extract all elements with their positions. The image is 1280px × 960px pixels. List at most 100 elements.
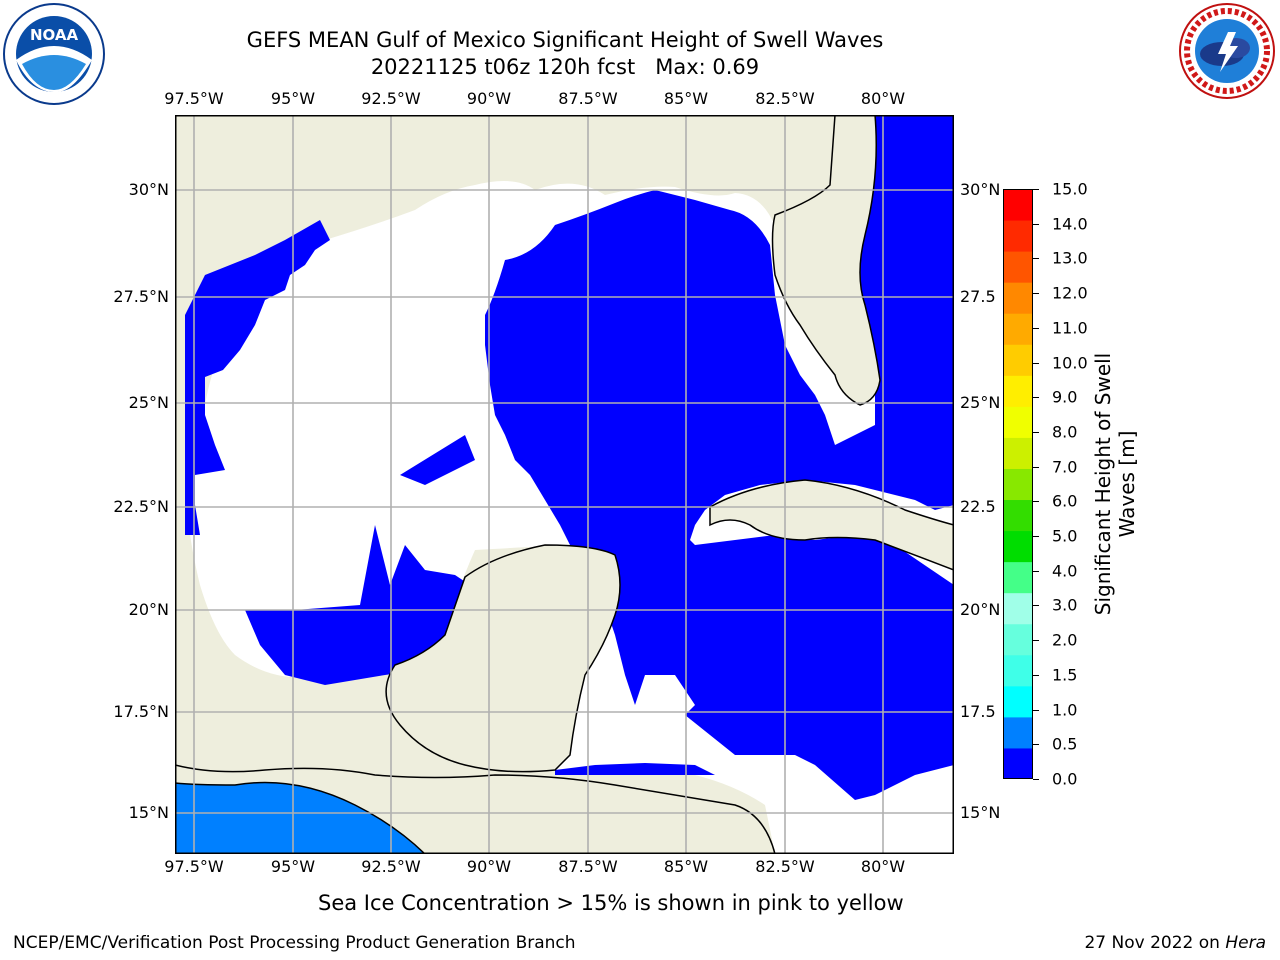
colorbar-tick-mark xyxy=(1033,397,1039,398)
colorbar-tick-label: 3.0 xyxy=(1052,595,1078,615)
swell-region-sw xyxy=(245,525,470,685)
lon-tick-top: 80°W xyxy=(860,89,906,108)
swell-zero-regions xyxy=(185,115,954,800)
lat-tick-left: 27.5°N xyxy=(113,287,169,306)
colorbar-tick-label: 9.0 xyxy=(1052,387,1078,407)
colorbar xyxy=(1003,189,1033,779)
colorbar-segment xyxy=(1003,747,1033,779)
central-america xyxy=(175,764,776,854)
lat-tick-right: 15°N xyxy=(960,803,1001,822)
colorbar-tick-mark xyxy=(1033,328,1039,329)
footer-date-text: 27 Nov 2022 on xyxy=(1084,933,1226,953)
lon-tick-bottom: 97.5°W xyxy=(164,857,224,876)
lon-tick-bottom: 82.5°W xyxy=(755,857,815,876)
colorbar-segment xyxy=(1003,654,1033,687)
colorbar-tick-label: 8.0 xyxy=(1052,422,1078,442)
colorbar-segment xyxy=(1003,530,1033,563)
chart-subtitle: 20221125 t06z 120h fcst Max: 0.69 xyxy=(370,55,760,79)
land-masses xyxy=(175,115,954,854)
colorbar-tick-label: 7.0 xyxy=(1052,457,1078,477)
sea-ice-note: Sea Ice Concentration > 15% is shown in … xyxy=(318,891,904,915)
colorbar-label-line1: Significant Height of Swell xyxy=(1091,352,1115,616)
colorbar-tick-label: 4.0 xyxy=(1052,561,1078,581)
colorbar-tick-mark xyxy=(1033,675,1039,676)
colorbar-tick-mark xyxy=(1033,744,1039,745)
colorbar-tick-mark xyxy=(1033,640,1039,641)
colorbar-segment xyxy=(1003,189,1033,221)
lat-tick-left: 25°N xyxy=(128,393,169,412)
swell-region-west xyxy=(185,220,330,535)
colorbar-segment xyxy=(1003,220,1033,252)
lon-tick-top: 85°W xyxy=(663,89,709,108)
map-frame xyxy=(175,115,954,854)
colorbar-tick-mark xyxy=(1033,501,1039,502)
chart-title: GEFS MEAN Gulf of Mexico Significant Hei… xyxy=(246,28,884,52)
swell-region-atlantic-east xyxy=(875,315,954,415)
colorbar-segment xyxy=(1003,437,1033,469)
colorbar-tick-label: 11.0 xyxy=(1052,318,1088,338)
colorbar-tick-mark xyxy=(1033,467,1039,468)
lat-tick-left: 20°N xyxy=(128,600,169,619)
colorbar-segment xyxy=(1003,716,1033,749)
colorbar-tick-mark xyxy=(1033,571,1039,572)
colorbar-tick-label: 13.0 xyxy=(1052,248,1088,268)
colorbar-tick-label: 15.0 xyxy=(1052,179,1088,199)
colorbar-tick-label: 0.0 xyxy=(1052,769,1078,789)
yucatan-peninsula xyxy=(385,544,621,773)
colorbar-tick-mark xyxy=(1033,432,1039,433)
lat-tick-left: 17.5°N xyxy=(113,702,169,721)
nws-logo xyxy=(1178,2,1276,100)
colorbar-segment xyxy=(1003,344,1033,376)
lon-tick-bottom: 87.5°W xyxy=(558,857,618,876)
colorbar-tick-label: 14.0 xyxy=(1052,214,1088,234)
footer-date: 27 Nov 2022 on Hera xyxy=(1084,933,1266,953)
colorbar-segment xyxy=(1003,406,1033,438)
lat-tick-right: 22.5 xyxy=(960,497,996,516)
colorbar-tick-mark xyxy=(1033,710,1039,711)
lon-tick-bottom: 95°W xyxy=(270,857,316,876)
colorbar-tick-label: 12.0 xyxy=(1052,283,1088,303)
graticule xyxy=(175,115,954,854)
lat-tick-left: 22.5°N xyxy=(113,497,169,516)
lon-tick-top: 97.5°W xyxy=(164,89,224,108)
colorbar-label: Significant Height of Swell Waves [m] xyxy=(1091,353,1139,615)
colorbar-tick-label: 10.0 xyxy=(1052,353,1088,373)
noaa-logo-text: NOAA xyxy=(30,26,79,44)
lon-tick-bottom: 92.5°W xyxy=(361,857,421,876)
lat-tick-left: 15°N xyxy=(128,803,169,822)
colorbar-tick-mark xyxy=(1033,189,1039,190)
colorbar-tick-label: 6.0 xyxy=(1052,491,1078,511)
lon-tick-top: 92.5°W xyxy=(361,89,421,108)
lat-tick-right: 30°N xyxy=(960,180,1001,199)
colorbar-segment xyxy=(1003,561,1033,594)
lat-tick-right: 25°N xyxy=(960,393,1001,412)
colorbar-frame xyxy=(1003,189,1033,779)
lat-tick-right: 27.5 xyxy=(960,287,996,306)
swell-region-east xyxy=(485,115,954,800)
colorbar-tick-mark xyxy=(1033,363,1039,364)
colorbar-segment xyxy=(1003,251,1033,283)
colorbar-segment xyxy=(1003,282,1033,314)
colorbar-tick-label: 1.0 xyxy=(1052,700,1078,720)
colorbar-tick-label: 1.5 xyxy=(1052,665,1078,685)
footer-credit: NCEP/EMC/Verification Post Processing Pr… xyxy=(13,933,576,953)
swell-region-central xyxy=(400,435,475,485)
footer-machine: Hera xyxy=(1225,933,1266,953)
lat-tick-left: 30°N xyxy=(128,180,169,199)
colorbar-segment xyxy=(1003,313,1033,345)
colorbar-tick-mark xyxy=(1033,779,1039,780)
colorbar-tick-mark xyxy=(1033,258,1039,259)
colorbar-tick-mark xyxy=(1033,224,1039,225)
lon-tick-bottom: 80°W xyxy=(860,857,906,876)
colorbar-tick-label: 0.5 xyxy=(1052,734,1078,754)
colorbar-tick-mark xyxy=(1033,536,1039,537)
colorbar-label-line2: Waves [m] xyxy=(1115,430,1139,538)
lon-tick-bottom: 90°W xyxy=(466,857,512,876)
colorbar-segment xyxy=(1003,623,1033,656)
colorbar-tick-label: 2.0 xyxy=(1052,630,1078,650)
lon-tick-top: 87.5°W xyxy=(558,89,618,108)
cuba-island xyxy=(709,479,954,571)
noaa-logo: NOAA xyxy=(2,2,106,106)
colorbar-tick-label: 5.0 xyxy=(1052,526,1078,546)
colorbar-segment xyxy=(1003,592,1033,625)
